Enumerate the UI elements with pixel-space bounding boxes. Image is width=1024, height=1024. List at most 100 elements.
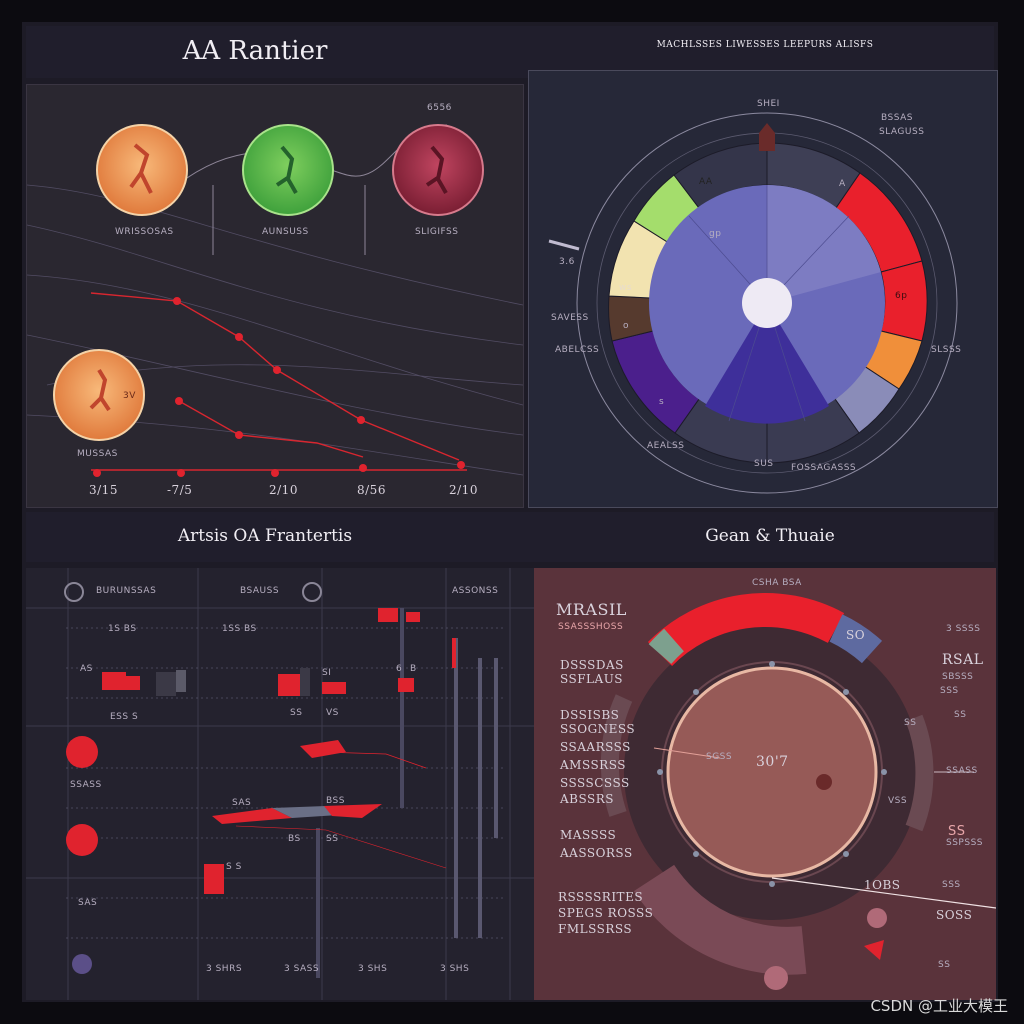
top-title-band [26,26,994,78]
bl-header-3: ASSONSS [452,586,499,596]
br-right-label-4: SSS [940,686,959,696]
br-subheading: SSASSSHOSS [558,622,624,632]
br-left-label-3: DSSISBS [560,708,620,722]
segment-label-5: o [623,321,630,331]
br-bottom-label-2: SSS [942,880,961,890]
segment-label-1: AA [699,177,713,187]
br-right-label-6: SSASS [946,766,978,776]
bl-small-11: S S [226,862,242,872]
figure-icon [816,774,832,790]
br-top-label: CSHA BSA [752,578,802,588]
bl-axis-label-3: 3 SHS [358,964,388,974]
mid-title-band [26,512,994,562]
br-left-label-9: MASSSS [560,828,617,842]
circle-label-3: SLIGIFSS [415,227,459,237]
mid-right-title: Gean & Thuaie [705,526,835,546]
bl-small-1: AS [80,664,93,674]
br-left-label-10: AASSORSS [560,846,633,860]
bottom-right-dial [600,593,996,990]
panel-top-right: 3.6 SAVESS ABELCSS BSSAS SLAGUSS SLSSS S… [528,70,998,508]
br-left-label-7: SSSSCSSS [560,776,630,790]
lower-circle-number: 3V [123,391,136,401]
bl-axis-label-1: 3 SHRS [206,964,243,974]
tr-label-bottom-1: AEALSS [647,441,685,451]
bl-small-4: B [410,664,417,674]
tr-label-left-3: ABELCSS [555,345,600,355]
axis-label-2: -7/5 [167,483,193,497]
br-right-label-3: SBSSS [942,672,974,682]
bl-header-2: BSAUSS [240,586,280,596]
red-badge-icon-2 [66,824,98,856]
bl-small-6: VS [326,708,339,718]
br-right-label-9: SS [948,824,966,839]
bl-small-7: BS [288,834,301,844]
bl-axis-label-2: 3 SASS [284,964,320,974]
wheel-hub-icon [742,278,792,328]
tr-label-left-2: SAVESS [551,313,589,323]
segment-label-6: gp [709,229,722,239]
footer-dot-icon [72,954,92,974]
br-bottom-label-1: 1OBS [864,878,901,892]
tr-label-right-3: SLSSS [931,345,962,355]
br-right-label-8: VSS [888,796,908,806]
axis-label-3: 2/10 [269,483,298,497]
br-left-bottom-1: RSSSSRITES [558,890,644,904]
br-right-top-2: SSPSSS [946,838,983,848]
tr-label-right-2: SLAGUSS [879,127,925,137]
br-left-label-2: SSFLAUS [560,672,624,686]
br-heading: MRASIL [556,600,627,619]
watermark: CSDN @工业大模王 [870,997,1008,1015]
bl-row-label-3: ESS S [110,712,139,722]
mid-left-title: Artsis OA Frantertis [177,526,353,546]
top-left-graphic [27,124,523,477]
br-left-label-1: DSSSDAS [560,658,624,672]
circle-label-1: WRISSOSAS [115,227,174,237]
br-left-label-4: SSOGNESS [560,722,636,736]
top-right-wheel [548,112,958,494]
br-left-label-5: SSAARSSS [560,740,631,754]
bl-small-9: BSS [326,796,345,806]
bl-small-5: SS [290,708,303,718]
br-right-label-1: SO [846,628,866,642]
bl-header-1: BURUNSSAS [96,586,157,596]
axis-label-4: 8/56 [357,483,386,497]
br-right-label-2: RSAL [942,652,984,668]
segment-label-3: ws [619,283,633,293]
bl-row-label-2: 1SS BS [222,624,257,634]
tr-label-left-1: 3.6 [559,257,575,267]
bl-side-label-1: SSASS [70,780,102,790]
bl-row-label-1: 1S BS [108,624,137,634]
red-badge-icon-1 [66,736,98,768]
br-left-bottom-2: SPEGS ROSSS [558,906,654,920]
panel-bottom-left: BURUNSSAS BSAUSS ASSONSS 1S BS 1SS BS ES… [26,568,534,1000]
top-left-title: AA Rantier [182,36,328,66]
bottom-left-graphic [26,568,534,1000]
top-right-title: MACHLSSES LIWESSES LEEPURS ALISFS [656,40,874,50]
br-right-top-1: 3 SSSS [946,624,981,634]
bl-small-8: SAS [232,798,252,808]
segment-label-7: s [659,397,665,407]
br-left-label-8: ABSSRS [560,792,614,806]
header-dot-icon [64,582,84,602]
br-right-label-5: SS [904,718,917,728]
pin-icon-3 [864,940,884,960]
bl-small-3: 6 [396,664,403,674]
lower-circle-label: MUSSAS [77,449,118,459]
panel-top-left: WRISSOSAS AUNSUSS SLIGIFSS 6556 MUSSAS 3… [26,84,524,508]
bl-small-2: SI [322,668,332,678]
bl-side-label-2: SAS [78,898,98,908]
br-right-label-7: SS [954,710,967,720]
axis-label-5: 2/10 [449,483,478,497]
bl-small-10: SS [326,834,339,844]
segment-label-4: 6p [895,291,908,301]
header-dot-icon-2 [302,582,322,602]
br-center-value: 30'7 [756,754,789,770]
pin-icon-2 [764,966,788,990]
br-left-bottom-3: FMLSSRSS [558,922,633,936]
br-center-label: SGSS [706,752,733,762]
tr-label-top: SHEI [757,99,780,109]
axis-label-1: 3/15 [89,483,118,497]
tr-label-bottom-3: FOSSAGASSS [791,463,857,473]
bl-axis-label-4: 3 SHS [440,964,470,974]
lower-orange-circle-icon [53,349,145,441]
